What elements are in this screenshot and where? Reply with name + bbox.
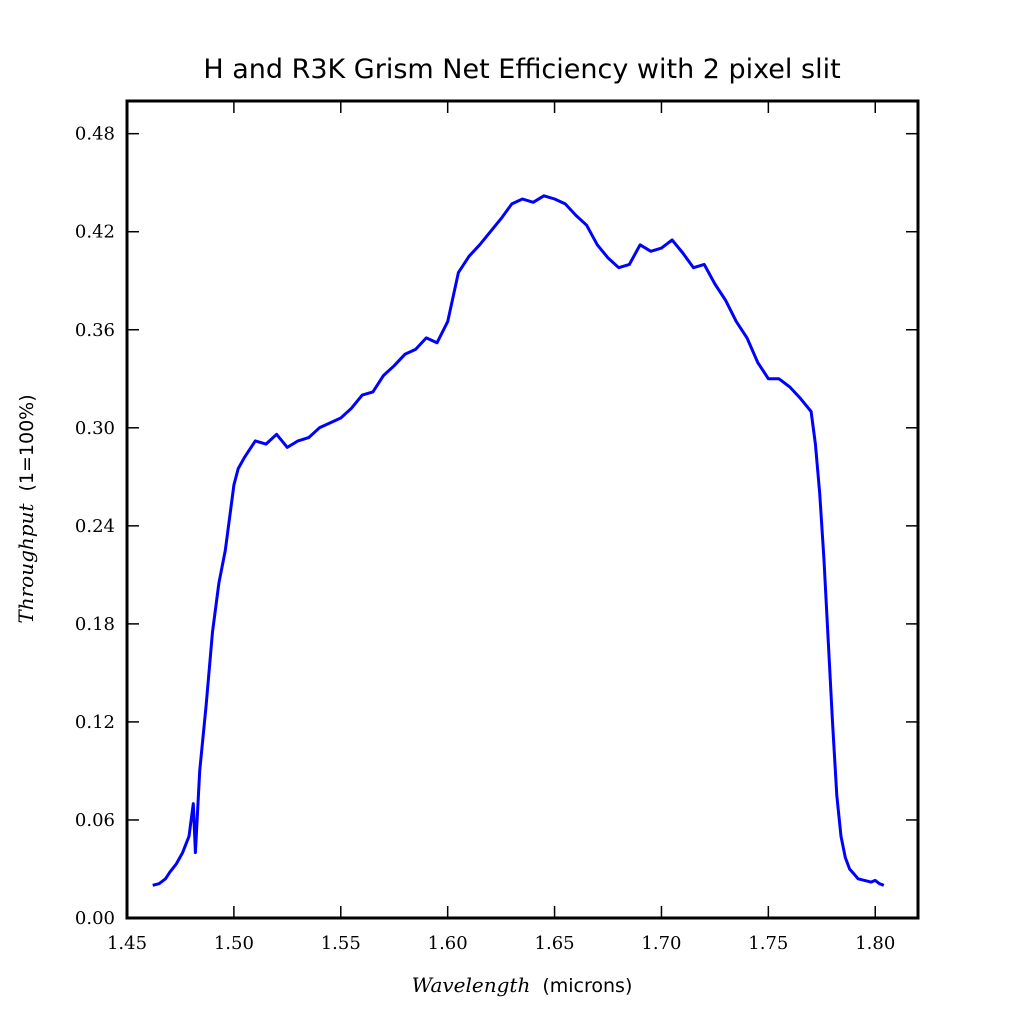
x-tick-label: 1.65 — [535, 933, 575, 954]
y-tick-label: 0.24 — [75, 516, 115, 537]
y-tick-label: 0.00 — [75, 908, 115, 929]
x-tick-label: 1.60 — [428, 933, 468, 954]
y-tick-label: 0.36 — [75, 320, 115, 341]
axis-ticks: 1.45 1.50 1.55 1.60 1.65 1.70 1.75 1.80 0.00 0.06… — [75, 101, 918, 954]
x-tick-label: 1.70 — [641, 933, 681, 954]
y-axis-label: Throughput (1=100%) — [14, 394, 38, 623]
x-tick-label: 1.50 — [214, 933, 254, 954]
x-axis-label: Wavelength (microns) — [412, 973, 633, 997]
y-tick-label: 0.48 — [75, 124, 115, 145]
x-tick-label: 1.45 — [107, 933, 147, 954]
x-tick-label: 1.80 — [855, 933, 895, 954]
series-line — [152, 194, 885, 887]
chart-title: H and R3K Grism Net Efficiency with 2 pi… — [203, 54, 840, 85]
plot-frame — [125, 99, 920, 920]
x-tick-label: 1.75 — [748, 933, 788, 954]
y-tick-label: 0.42 — [75, 222, 115, 243]
y-tick-label: 0.12 — [75, 712, 115, 733]
data-series — [152, 194, 885, 887]
y-tick-label: 0.06 — [75, 810, 115, 831]
y-tick-label: 0.30 — [75, 418, 115, 439]
y-tick-label: 0.18 — [75, 614, 115, 635]
x-tick-label: 1.55 — [321, 933, 361, 954]
